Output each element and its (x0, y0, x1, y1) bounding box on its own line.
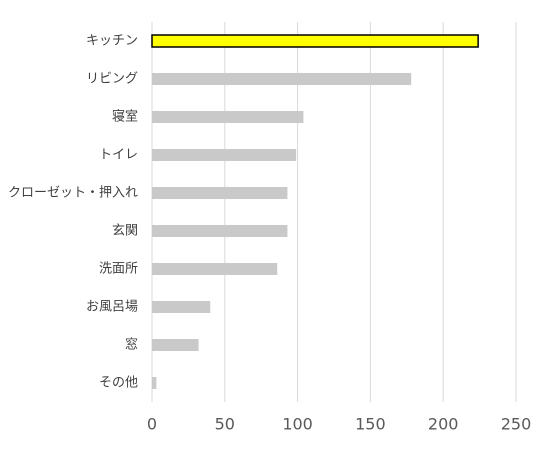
bar (152, 73, 412, 85)
bar (152, 377, 157, 389)
bar (152, 187, 288, 199)
x-tick-label: 0 (147, 415, 157, 434)
x-tick-label: 150 (355, 415, 386, 434)
x-tick-label: 50 (215, 415, 235, 434)
bar (151, 34, 479, 48)
bar (152, 263, 278, 275)
y-tick-label: トイレ (99, 148, 138, 163)
bar (152, 149, 297, 161)
y-tick-label: その他 (99, 376, 138, 391)
bar (152, 339, 199, 351)
y-tick-label: お風呂場 (86, 300, 138, 315)
x-tick-label: 250 (501, 415, 532, 434)
y-tick-label: クローゼット・押入れ (8, 186, 138, 201)
y-tick-label: リビング (86, 72, 138, 87)
bar (152, 301, 211, 313)
x-tick-label: 200 (428, 415, 459, 434)
y-tick-label: 洗面所 (99, 262, 138, 277)
y-tick-label: 寝室 (112, 109, 138, 125)
x-tick-label: 100 (282, 415, 313, 434)
y-tick-label: 窓 (125, 337, 138, 353)
bar (152, 111, 304, 123)
y-tick-label: 玄関 (112, 224, 138, 239)
y-tick-label: キッチン (86, 34, 138, 49)
bar (152, 225, 288, 237)
